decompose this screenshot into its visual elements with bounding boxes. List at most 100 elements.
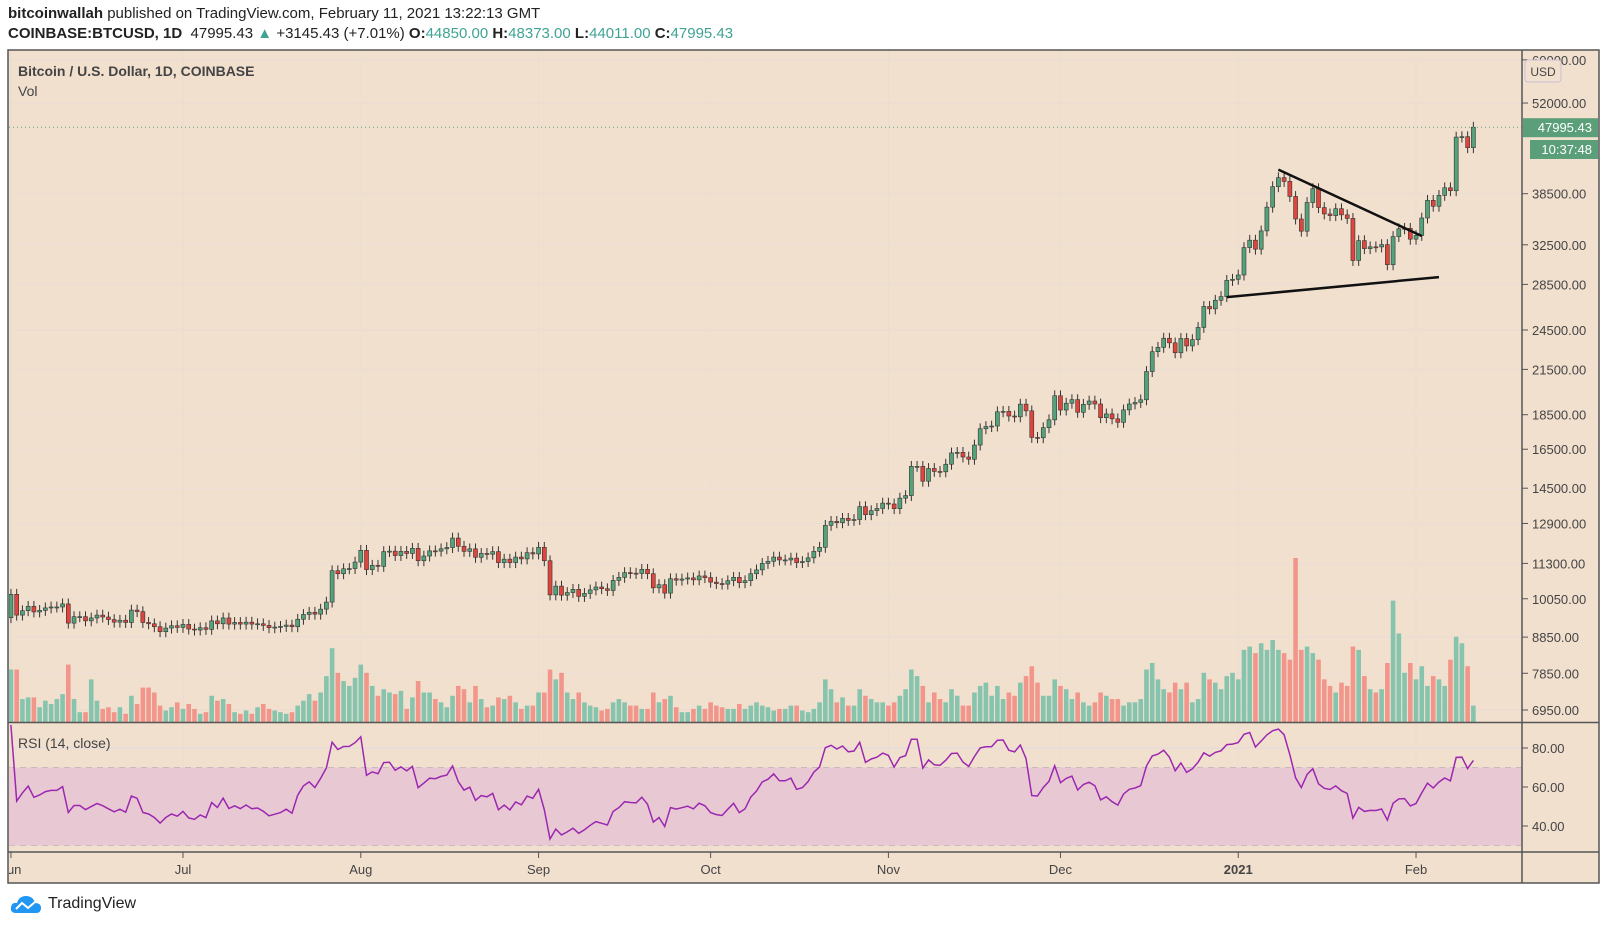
candle — [989, 425, 994, 428]
volume-bar — [1161, 689, 1166, 722]
volume-bar — [1104, 695, 1109, 722]
candle — [1000, 411, 1006, 413]
volume-label: Vol — [18, 83, 37, 99]
candle — [874, 508, 880, 511]
candle — [186, 624, 192, 630]
candle — [1132, 402, 1138, 405]
price-change: +3145.43 (+7.01%) — [276, 25, 405, 42]
volume-bar — [547, 669, 553, 722]
currency-badge[interactable]: USD — [1524, 59, 1562, 83]
candle — [903, 495, 908, 499]
candle — [1310, 188, 1316, 203]
candle — [949, 452, 954, 465]
candle — [375, 564, 381, 567]
volume-bar — [490, 705, 495, 722]
volume-bar — [60, 694, 65, 722]
countdown-value: 10:37:48 — [1541, 142, 1592, 157]
candle — [1396, 228, 1402, 237]
volume-bar — [209, 695, 214, 722]
volume-bar — [146, 687, 151, 722]
candle — [209, 620, 214, 630]
candle — [220, 617, 226, 625]
candle — [1253, 239, 1258, 250]
volume-bar — [134, 703, 140, 722]
volume-bar — [679, 712, 685, 722]
candle — [358, 550, 364, 563]
candle — [542, 546, 547, 562]
candle — [100, 614, 106, 618]
candle — [823, 525, 828, 548]
trendline[interactable] — [1226, 275, 1440, 299]
candle-series — [9, 121, 1476, 638]
candle — [914, 466, 920, 468]
candle — [490, 551, 495, 555]
candle — [111, 619, 117, 623]
author[interactable]: bitcoinwallah — [8, 5, 104, 22]
candle — [455, 537, 461, 547]
volume-bar — [748, 705, 754, 722]
volume-bar — [1419, 666, 1425, 722]
candle — [530, 552, 536, 555]
volume-bar — [656, 702, 662, 722]
candle — [668, 578, 673, 594]
candle — [329, 570, 335, 603]
volume-bar — [1149, 662, 1155, 722]
volume-bar — [1018, 682, 1023, 722]
candle — [478, 553, 484, 558]
candle — [1190, 339, 1195, 347]
volume-bar — [507, 695, 513, 722]
cloud-logo-icon — [10, 896, 41, 913]
volume-bar — [129, 695, 134, 722]
candle — [765, 560, 771, 564]
volume-bar — [381, 689, 387, 722]
volume-bar — [1098, 692, 1103, 722]
candle — [1379, 244, 1384, 248]
candle — [1201, 306, 1207, 328]
candle — [301, 614, 306, 620]
volume-bar — [782, 708, 788, 722]
up-arrow-icon: ▲ — [257, 25, 273, 42]
volume-bar — [329, 648, 335, 722]
volume-bar — [1453, 636, 1459, 722]
volume-bar — [54, 699, 60, 722]
candle — [714, 581, 719, 584]
y-tick-label: 24500.00 — [1532, 323, 1586, 338]
volume-bar — [1390, 600, 1396, 722]
x-tick-label: Sep — [527, 862, 550, 877]
volume-bar — [1356, 649, 1361, 722]
candle — [679, 578, 685, 581]
candle — [691, 577, 696, 581]
candle — [174, 625, 180, 628]
volume-bar — [341, 681, 346, 722]
volume-bar — [215, 700, 220, 722]
volume-bar — [1402, 672, 1407, 722]
rsi-line — [10, 724, 1475, 842]
volume-bar — [1069, 699, 1075, 722]
candle — [1385, 244, 1390, 266]
volume-bar — [1465, 666, 1470, 722]
candle — [88, 617, 94, 622]
candle — [312, 611, 318, 615]
high-label: H: — [492, 25, 509, 42]
volume-bar — [995, 685, 1000, 722]
volume-bar — [9, 669, 14, 722]
volume-bar — [863, 695, 868, 722]
candle — [1235, 274, 1241, 280]
volume-bar — [1362, 676, 1367, 722]
volume-bar — [1201, 672, 1207, 722]
volume-bar — [564, 692, 570, 722]
candle — [1339, 208, 1344, 216]
volume-bar — [438, 702, 444, 722]
volume-bar — [771, 710, 777, 722]
candle — [1029, 410, 1035, 438]
trendline[interactable] — [1277, 168, 1423, 238]
trendlines[interactable] — [1226, 168, 1440, 299]
pane-title: Bitcoin / U.S. Dollar, 1D, COINBASE — [18, 63, 254, 79]
volume-bar — [891, 702, 897, 722]
y-tick-label: 16500.00 — [1532, 442, 1586, 457]
volume-bar — [66, 664, 71, 722]
rsi-y-tick-label: 40.00 — [1532, 819, 1565, 834]
candle — [685, 577, 690, 580]
tradingview-logo[interactable]: TradingView — [10, 893, 136, 915]
